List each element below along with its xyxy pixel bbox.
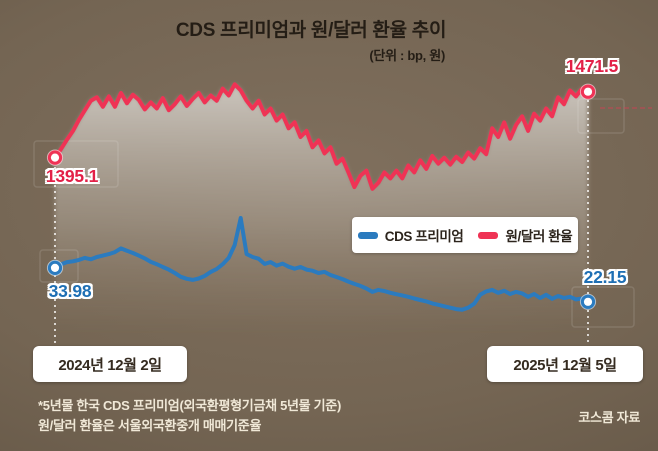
footnote-line-1: *5년물 한국 CDS 프리미엄(외국환평형기금채 5년물 기준) [38, 398, 341, 413]
series-layer [53, 82, 590, 312]
unit-label: (단위 : bp, 원) [369, 48, 445, 63]
area-fill-layer [55, 84, 588, 334]
cds-start-dot [46, 259, 64, 276]
guide-layer [33, 98, 652, 343]
cds-start-value-label: 33.98 [48, 281, 92, 301]
fx-area-fill [55, 84, 588, 334]
legend: CDS 프리미엄 원/달러 환율 [352, 217, 578, 253]
fx-start-value-label: 1395.1 [45, 166, 99, 186]
start-date-box: 2024년 12월 2일 [33, 346, 187, 382]
source-credit: 코스콤 자료 [578, 410, 640, 425]
footnote-line-2: 원/달러 환율은 서울외국환중개 매매기준율 [38, 418, 262, 433]
fx-line-swatch-icon [478, 231, 499, 239]
cds-line [53, 216, 590, 312]
cds-end-value-label: 22.15 [583, 267, 627, 287]
cds-end-dot [579, 293, 597, 310]
ghost-box-fx-start [33, 140, 119, 188]
fx-line [53, 82, 590, 191]
endpoint-dot-layer [46, 83, 597, 310]
fx-end-value-label: 1471.5 [565, 56, 619, 76]
page-title: CDS 프리미엄과 원/달러 환율 추이 [175, 20, 447, 41]
legend-label-cds: CDS 프리미엄 [384, 229, 464, 244]
end-date-box: 2025년 12월 5일 [487, 346, 643, 382]
fx-end-dot [579, 83, 597, 100]
legend-item-cds: CDS 프리미엄 [357, 225, 464, 245]
fx-start-dot [46, 149, 64, 166]
ghost-box-cds-start [39, 249, 79, 283]
ghost-box-cds-end [571, 286, 635, 328]
ghost-box-fx-end [577, 98, 625, 134]
cds-line-swatch-icon [357, 231, 378, 239]
legend-item-fx: 원/달러 환율 [478, 225, 573, 245]
legend-label-fx: 원/달러 환율 [505, 229, 573, 244]
